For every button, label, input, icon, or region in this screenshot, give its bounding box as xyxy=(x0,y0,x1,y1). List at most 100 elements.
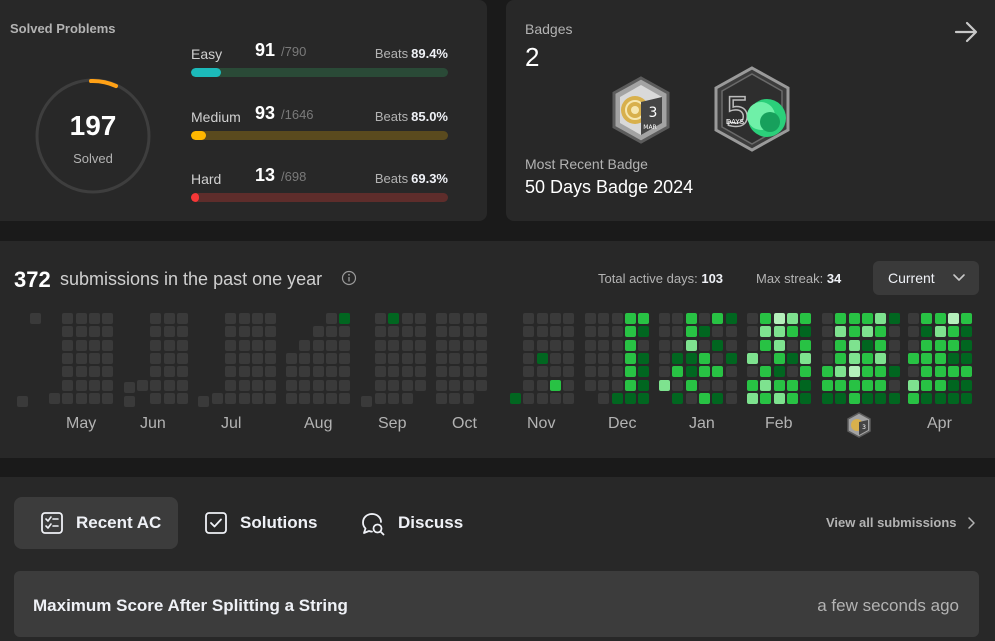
heatmap-cell[interactable] xyxy=(102,313,114,324)
heatmap-cell[interactable] xyxy=(462,352,474,364)
heatmap-cell[interactable] xyxy=(475,352,487,364)
heatmap-cell[interactable] xyxy=(88,339,100,351)
heatmap-cell[interactable] xyxy=(888,352,900,364)
heatmap-cell[interactable] xyxy=(822,366,833,378)
heatmap-cell[interactable] xyxy=(822,339,833,351)
heatmap-cell[interactable] xyxy=(286,392,297,404)
heatmap-cell[interactable] xyxy=(563,366,575,378)
heatmap-cell[interactable] xyxy=(225,392,237,404)
heatmap-cell[interactable] xyxy=(961,313,973,324)
heatmap-cell[interactable] xyxy=(401,379,413,391)
heatmap-cell[interactable] xyxy=(414,352,426,364)
heatmap-cell[interactable] xyxy=(961,339,973,351)
heatmap-cell[interactable] xyxy=(150,352,162,364)
heatmap-cell[interactable] xyxy=(388,379,400,391)
heatmap-cell[interactable] xyxy=(102,339,114,351)
heatmap-cell[interactable] xyxy=(800,326,812,338)
heatmap-cell[interactable] xyxy=(685,392,697,404)
heatmap-cell[interactable] xyxy=(176,352,188,364)
heatmap-cell[interactable] xyxy=(725,379,737,391)
heatmap-cell[interactable] xyxy=(176,313,188,324)
heatmap-cell[interactable] xyxy=(861,352,873,364)
heatmap-cell[interactable] xyxy=(339,366,351,378)
heatmap-cell[interactable] xyxy=(414,379,426,391)
heatmap-cell[interactable] xyxy=(88,313,100,324)
heatmap-cell[interactable] xyxy=(712,392,724,404)
heatmap-cell[interactable] xyxy=(475,339,487,351)
heatmap-cell[interactable] xyxy=(624,352,636,364)
heatmap-cell[interactable] xyxy=(462,326,474,338)
heatmap-cell[interactable] xyxy=(30,313,41,324)
heatmap-cell[interactable] xyxy=(299,392,311,404)
heatmap-cell[interactable] xyxy=(908,339,919,351)
heatmap-cell[interactable] xyxy=(747,326,758,338)
heatmap-cell[interactable] xyxy=(286,366,297,378)
heatmap-cell[interactable] xyxy=(563,379,575,391)
heatmap-cell[interactable] xyxy=(163,379,175,391)
heatmap-cell[interactable] xyxy=(563,326,575,338)
heatmap-cell[interactable] xyxy=(835,379,847,391)
heatmap-cell[interactable] xyxy=(598,339,610,351)
heatmap-cell[interactable] xyxy=(773,352,785,364)
heatmap-cell[interactable] xyxy=(672,313,684,324)
heatmap-cell[interactable] xyxy=(725,366,737,378)
heatmap-cell[interactable] xyxy=(638,392,650,404)
heatmap-cell[interactable] xyxy=(934,392,946,404)
heatmap-cell[interactable] xyxy=(212,392,223,404)
heatmap-cell[interactable] xyxy=(888,366,900,378)
heatmap-cell[interactable] xyxy=(908,313,919,324)
heatmap-cell[interactable] xyxy=(659,326,670,338)
heatmap-cell[interactable] xyxy=(375,326,386,338)
heatmap-cell[interactable] xyxy=(401,392,413,404)
heatmap-cell[interactable] xyxy=(760,379,772,391)
heatmap-cell[interactable] xyxy=(62,366,74,378)
solved-progress-ring[interactable] xyxy=(34,77,152,195)
heatmap-cell[interactable] xyxy=(388,326,400,338)
heatmap-cell[interactable] xyxy=(624,326,636,338)
heatmap-cell[interactable] xyxy=(921,366,933,378)
heatmap-cell[interactable] xyxy=(800,366,812,378)
heatmap-cell[interactable] xyxy=(947,313,959,324)
heatmap-cell[interactable] xyxy=(251,392,263,404)
heatmap-cell[interactable] xyxy=(861,366,873,378)
heatmap-cell[interactable] xyxy=(725,326,737,338)
heatmap-cell[interactable] xyxy=(549,379,561,391)
heatmap-cell[interactable] xyxy=(563,313,575,324)
heatmap-cell[interactable] xyxy=(712,339,724,351)
heatmap-cell[interactable] xyxy=(861,339,873,351)
heatmap-cell[interactable] xyxy=(312,326,324,338)
heatmap-cell[interactable] xyxy=(124,396,135,407)
heatmap-cell[interactable] xyxy=(150,326,162,338)
heatmap-cell[interactable] xyxy=(685,366,697,378)
heatmap-cell[interactable] xyxy=(747,366,758,378)
heatmap-cell[interactable] xyxy=(549,352,561,364)
heatmap-cell[interactable] xyxy=(624,313,636,324)
mar-badge-icon[interactable]: 3 xyxy=(846,412,872,438)
heatmap-cell[interactable] xyxy=(375,339,386,351)
heatmap-cell[interactable] xyxy=(339,352,351,364)
heatmap-cell[interactable] xyxy=(698,366,710,378)
heatmap-cell[interactable] xyxy=(624,366,636,378)
heatmap-cell[interactable] xyxy=(401,366,413,378)
heatmap-cell[interactable] xyxy=(238,392,250,404)
heatmap-cell[interactable] xyxy=(822,392,833,404)
heatmap-cell[interactable] xyxy=(62,352,74,364)
heatmap-cell[interactable] xyxy=(339,326,351,338)
submission-title[interactable]: Maximum Score After Splitting a String xyxy=(33,596,348,615)
heatmap-cell[interactable] xyxy=(549,313,561,324)
heatmap-cell[interactable] xyxy=(773,313,785,324)
heatmap-cell[interactable] xyxy=(934,313,946,324)
heatmap-cell[interactable] xyxy=(598,379,610,391)
heatmap-cell[interactable] xyxy=(163,352,175,364)
heatmap-cell[interactable] xyxy=(848,352,860,364)
heatmap-cell[interactable] xyxy=(198,396,209,407)
heatmap-cell[interactable] xyxy=(62,313,74,324)
heatmap-cell[interactable] xyxy=(835,339,847,351)
heatmap-cell[interactable] xyxy=(375,379,386,391)
heatmap-cell[interactable] xyxy=(598,313,610,324)
heatmap-cell[interactable] xyxy=(286,379,297,391)
heatmap-cell[interactable] xyxy=(888,392,900,404)
heatmap-cell[interactable] xyxy=(822,326,833,338)
heatmap-cell[interactable] xyxy=(549,326,561,338)
heatmap-cell[interactable] xyxy=(712,326,724,338)
